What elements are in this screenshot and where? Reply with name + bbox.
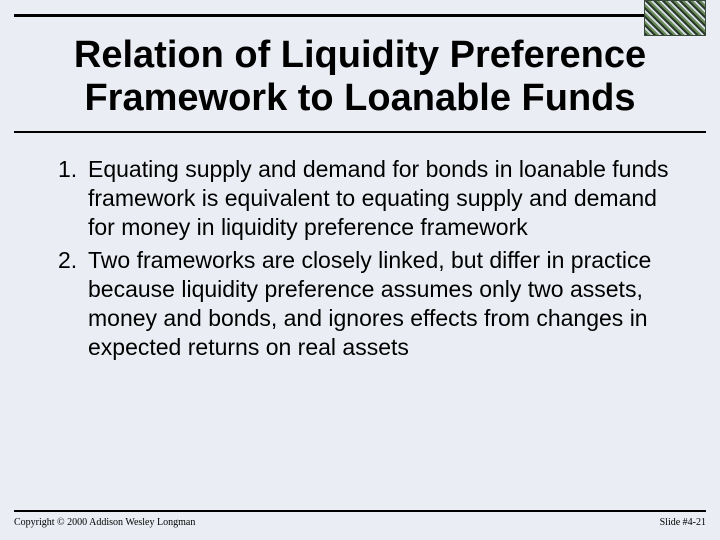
copyright-text: Copyright © 2000 Addison Wesley Longman xyxy=(14,517,195,528)
footer-rule xyxy=(14,510,706,512)
slide: Relation of Liquidity Preference Framewo… xyxy=(0,0,720,540)
slide-footer: Copyright © 2000 Addison Wesley Longman … xyxy=(0,510,720,540)
list-item-text: Two frameworks are closely linked, but d… xyxy=(88,246,680,362)
top-rule xyxy=(14,14,706,17)
slide-body: 1. Equating supply and demand for bonds … xyxy=(0,133,720,366)
list-item-text: Equating supply and demand for bonds in … xyxy=(88,155,680,242)
list-item-number: 1. xyxy=(58,155,88,242)
corner-decorative-image xyxy=(644,0,706,36)
list-item: 1. Equating supply and demand for bonds … xyxy=(58,155,680,242)
list-item: 2. Two frameworks are closely linked, bu… xyxy=(58,246,680,362)
slide-title: Relation of Liquidity Preference Framewo… xyxy=(0,34,720,125)
slide-number-text: Slide #4-21 xyxy=(660,517,706,528)
list-item-number: 2. xyxy=(58,246,88,362)
